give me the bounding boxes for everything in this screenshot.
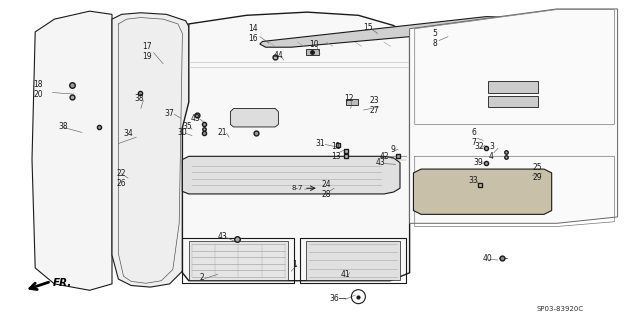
Text: 38: 38 xyxy=(58,122,68,130)
Polygon shape xyxy=(230,108,278,127)
Text: 9: 9 xyxy=(390,145,396,154)
Text: FR.: FR. xyxy=(52,278,72,288)
Text: 17
19: 17 19 xyxy=(142,41,152,61)
Text: 32: 32 xyxy=(474,142,484,151)
Text: 34: 34 xyxy=(123,130,133,138)
Text: 33: 33 xyxy=(468,176,479,185)
Polygon shape xyxy=(306,241,400,280)
Text: 39: 39 xyxy=(474,158,484,167)
Text: 43: 43 xyxy=(218,232,228,241)
Polygon shape xyxy=(306,49,319,55)
Polygon shape xyxy=(182,12,410,281)
Text: 1: 1 xyxy=(292,260,297,269)
Text: 15: 15 xyxy=(363,23,373,32)
Text: 43: 43 xyxy=(190,114,200,122)
Text: 18
20: 18 20 xyxy=(33,80,44,99)
Text: 12: 12 xyxy=(344,94,353,103)
Text: 14
16: 14 16 xyxy=(248,24,259,43)
Text: 5
8: 5 8 xyxy=(433,29,438,48)
Text: 11
13: 11 13 xyxy=(331,142,341,161)
Text: 43: 43 xyxy=(376,158,386,167)
Polygon shape xyxy=(410,9,618,223)
Text: 31: 31 xyxy=(315,139,325,148)
Polygon shape xyxy=(112,13,192,287)
Text: 44: 44 xyxy=(273,51,284,60)
Text: 23
27: 23 27 xyxy=(369,96,380,115)
Text: 24
28: 24 28 xyxy=(321,180,332,199)
Text: 36—: 36— xyxy=(329,294,347,303)
Text: 3
4: 3 4 xyxy=(489,142,494,161)
Polygon shape xyxy=(413,169,552,214)
Text: 10: 10 xyxy=(308,40,319,49)
Text: 22
26: 22 26 xyxy=(116,169,127,188)
Text: 41: 41 xyxy=(340,270,351,279)
Text: 21: 21 xyxy=(218,128,227,137)
Text: 30: 30 xyxy=(177,128,188,137)
Polygon shape xyxy=(488,96,538,107)
Polygon shape xyxy=(189,241,288,280)
Polygon shape xyxy=(346,99,358,105)
Text: 40: 40 xyxy=(483,254,493,263)
Text: 37: 37 xyxy=(164,109,175,118)
Polygon shape xyxy=(32,11,112,290)
Text: 6
7: 6 7 xyxy=(471,128,476,147)
Text: 42: 42 xyxy=(379,152,389,161)
Text: 8-7: 8-7 xyxy=(292,185,303,191)
Text: 38: 38 xyxy=(134,94,145,103)
Text: SP03-83920C: SP03-83920C xyxy=(536,307,584,312)
Text: 35: 35 xyxy=(182,122,193,130)
Text: 25
29: 25 29 xyxy=(532,163,543,182)
Polygon shape xyxy=(488,81,538,93)
Polygon shape xyxy=(260,17,517,47)
Polygon shape xyxy=(182,156,400,194)
Text: 2: 2 xyxy=(199,273,204,282)
